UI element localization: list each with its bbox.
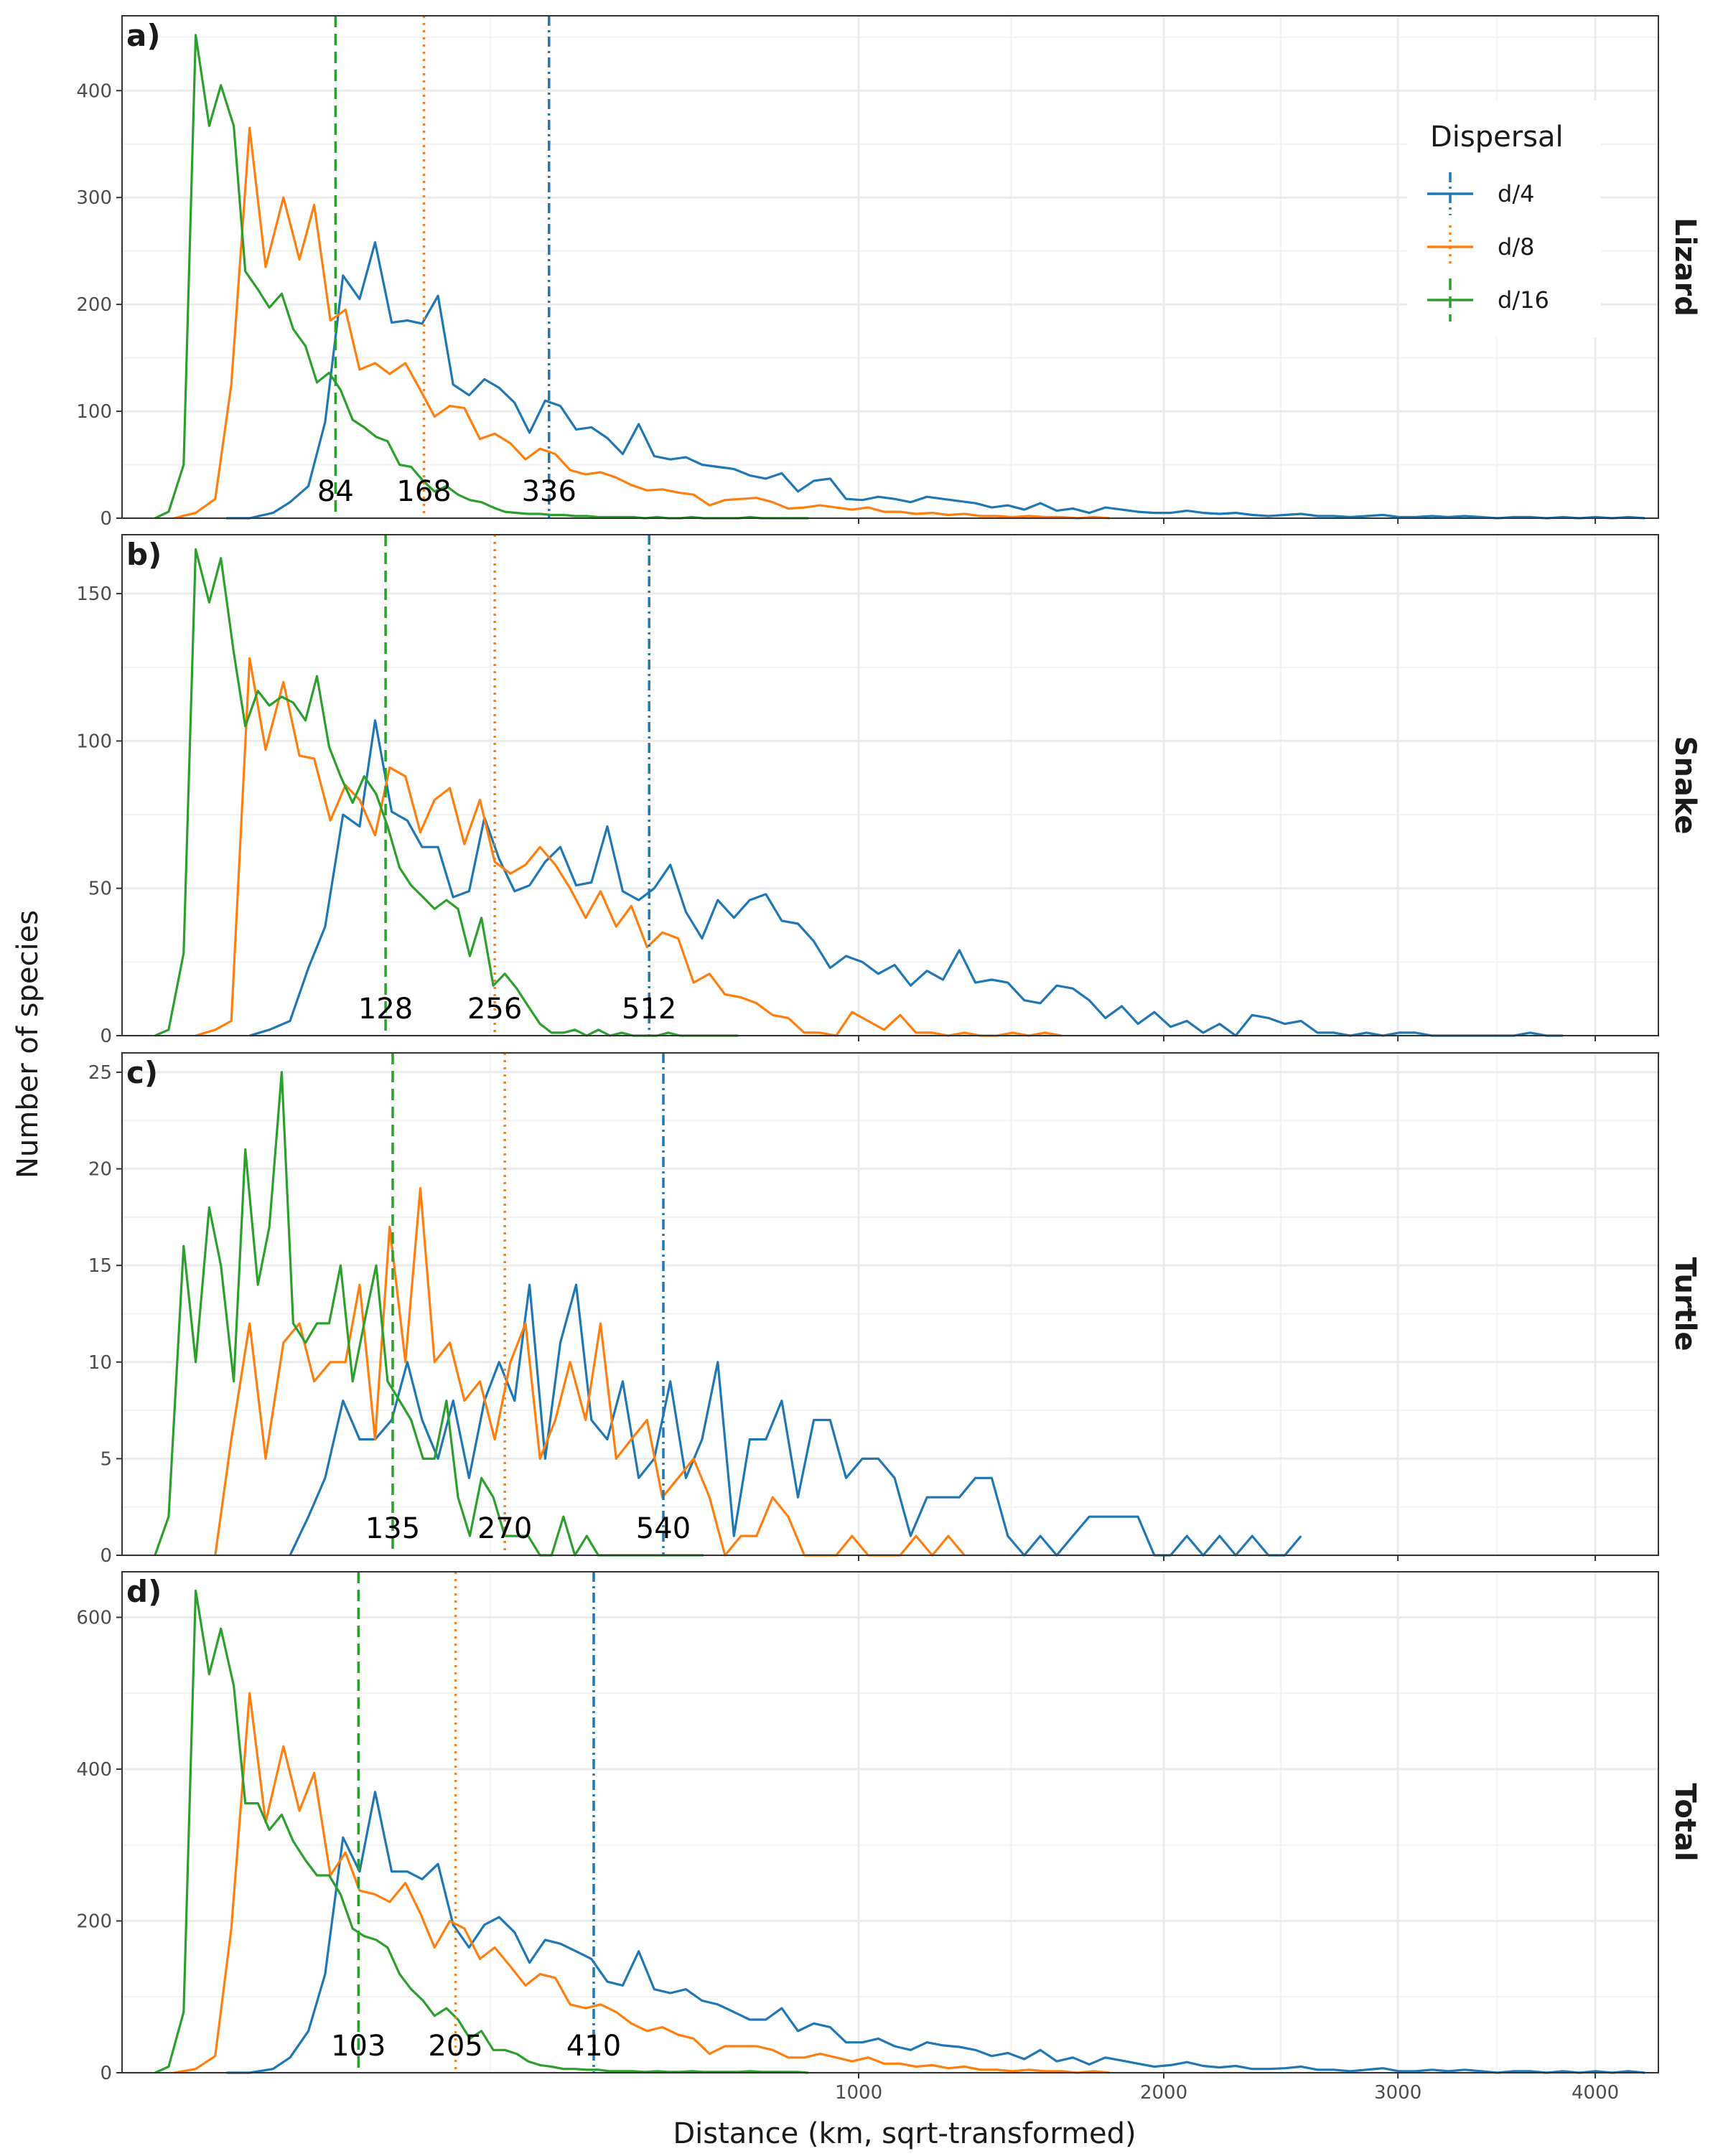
y-tick-label: 600 [76, 1607, 112, 1628]
reference-label-total-d4: 410 [566, 2030, 621, 2063]
panel-total: 0 200 400 600 103 205 410 d) Total 1000 2000 3000 40… [76, 1571, 1701, 2104]
legend-label: d/4 [1498, 180, 1534, 207]
y-tick-label: 0 [100, 2063, 112, 2084]
panel-border [121, 1052, 1659, 1556]
panel-background [122, 16, 1658, 518]
y-tick-label: 0 [100, 1545, 112, 1567]
y-tick-label: 150 [76, 583, 112, 605]
reference-label-snake-d4: 512 [622, 993, 676, 1026]
panel-tag: b) [126, 537, 162, 572]
y-axis-title: Number of species [11, 910, 45, 1178]
panel-border [121, 534, 1659, 1036]
reference-label-turtle-d16: 135 [365, 1512, 420, 1545]
series-line-total-d4 [226, 1791, 1645, 2074]
x-axis-title: Distance (km, sqrt-transformed) [673, 2117, 1136, 2150]
panel-background [122, 535, 1658, 1036]
panel-snake: 0 50 100 150 128 256 512 b) Snake [76, 534, 1701, 1047]
legend-item-d8: d/8 [1427, 225, 1534, 268]
x-tick-label: 3000 [1374, 2082, 1421, 2104]
y-tick-label: 300 [76, 187, 112, 209]
reference-label-snake-d8: 256 [467, 993, 522, 1026]
reference-label-snake-d16: 128 [358, 993, 413, 1026]
reference-label-lizard-d8: 168 [396, 475, 451, 508]
y-tick-label: 100 [76, 401, 112, 423]
reference-label-turtle-d8: 270 [477, 1512, 532, 1545]
panel-tag: d) [126, 1574, 162, 1609]
reference-label-lizard-d4: 336 [522, 475, 576, 508]
y-tick-label: 200 [76, 1911, 112, 1932]
y-tick-label: 25 [88, 1062, 112, 1084]
series-line-lizard-d4 [226, 241, 1645, 520]
reference-label-turtle-d4: 540 [636, 1512, 691, 1545]
y-tick-label: 5 [100, 1448, 112, 1470]
x-tick-label: 4000 [1572, 2082, 1619, 2104]
y-tick-label: 15 [88, 1255, 112, 1277]
series-line-lizard-d8 [174, 126, 1110, 520]
legend-label: d/16 [1498, 286, 1549, 314]
series-line-snake-d4 [249, 719, 1563, 1037]
y-tick-label: 400 [76, 80, 112, 102]
panel-background [122, 1572, 1658, 2073]
strip-label-turtle: Turtle [1668, 1257, 1701, 1351]
legend: Dispersal d/4 d/8 d/16 [1407, 100, 1601, 337]
y-tick-label: 100 [76, 731, 112, 752]
legend-item-d16: d/16 [1427, 278, 1549, 322]
panel-background [122, 1053, 1658, 1555]
series-line-total-d8 [174, 1692, 1110, 2074]
series-line-total-d16 [154, 1589, 809, 2074]
legend-label: d/8 [1498, 233, 1534, 261]
strip-label-total: Total [1668, 1783, 1701, 1861]
y-tick-label: 0 [100, 1026, 112, 1047]
panel-turtle: 0 5 10 15 20 25 135 270 540 c) Turtle [88, 1052, 1701, 1567]
strip-label-snake: Snake [1668, 736, 1701, 835]
y-tick-label: 400 [76, 1759, 112, 1781]
panel-lizard: 0 100 200 300 400 84 168 336 a) Lizard [76, 15, 1701, 530]
x-tick-label: 1000 [835, 2082, 882, 2104]
panel-tag: c) [126, 1055, 158, 1090]
panel-border [121, 1571, 1659, 2073]
reference-label-total-d16: 103 [331, 2030, 386, 2063]
legend-background [1407, 100, 1601, 337]
legend-item-d4: d/4 [1427, 172, 1534, 215]
y-tick-label: 0 [100, 508, 112, 530]
y-tick-label: 200 [76, 294, 112, 316]
reference-label-lizard-d16: 84 [317, 475, 354, 508]
y-tick-label: 10 [88, 1352, 112, 1374]
strip-label-lizard: Lizard [1668, 217, 1701, 317]
x-tick-label: 2000 [1140, 2082, 1187, 2104]
y-tick-label: 50 [88, 878, 112, 900]
series-line-turtle-d4 [289, 1283, 1302, 1557]
y-tick-label: 20 [88, 1159, 112, 1181]
panel-tag: a) [126, 18, 161, 53]
series-line-snake-d8 [195, 657, 1062, 1037]
panel-border [121, 15, 1659, 519]
reference-label-total-d8: 205 [428, 2030, 482, 2063]
legend-title: Dispersal [1430, 121, 1564, 154]
